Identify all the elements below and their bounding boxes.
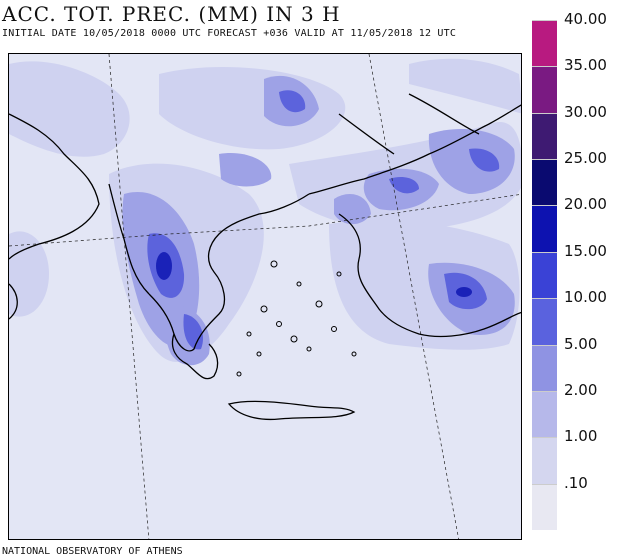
precipitation-map bbox=[8, 53, 522, 540]
colorbar-label: 30.00 bbox=[564, 102, 607, 121]
colorbar-box bbox=[532, 112, 557, 160]
colorbar-box bbox=[532, 251, 557, 299]
colorbar-label: 15.00 bbox=[564, 241, 607, 260]
footer-credit: NATIONAL OBSERVATORY OF ATHENS bbox=[2, 546, 183, 557]
colorbar-label: 40.00 bbox=[564, 10, 607, 28]
colorbar-label: .10 bbox=[564, 473, 588, 492]
colorbar-label: 1.00 bbox=[564, 427, 598, 446]
colorbar-box bbox=[532, 20, 557, 67]
precipitation-colorbar bbox=[532, 20, 557, 530]
colorbar-box bbox=[532, 66, 557, 113]
map-title: ACC. TOT. PREC. (MM) IN 3 H bbox=[2, 2, 341, 26]
colorbar-label: 10.00 bbox=[564, 288, 607, 307]
colorbar-box bbox=[532, 205, 557, 252]
coastlines bbox=[9, 93, 521, 421]
colorbar-box bbox=[532, 437, 557, 484]
graticule bbox=[9, 54, 521, 539]
colorbar-box bbox=[532, 159, 557, 206]
forecast-subtitle: INITIAL DATE 10/05/2018 0000 UTC FORECAS… bbox=[2, 28, 457, 39]
colorbar-box bbox=[532, 390, 557, 438]
colorbar-label: 25.00 bbox=[564, 149, 607, 168]
colorbar-label: 5.00 bbox=[564, 334, 598, 353]
colorbar-box bbox=[532, 298, 557, 345]
colorbar-box bbox=[532, 344, 557, 391]
colorbar-label: 2.00 bbox=[564, 380, 598, 399]
map-canvas bbox=[9, 54, 521, 539]
aegean-islands bbox=[236, 260, 357, 377]
colorbar-label: 35.00 bbox=[564, 56, 607, 75]
colorbar-box bbox=[532, 483, 557, 530]
precip-layer-20mm bbox=[156, 252, 472, 297]
colorbar-label: 20.00 bbox=[564, 195, 607, 214]
